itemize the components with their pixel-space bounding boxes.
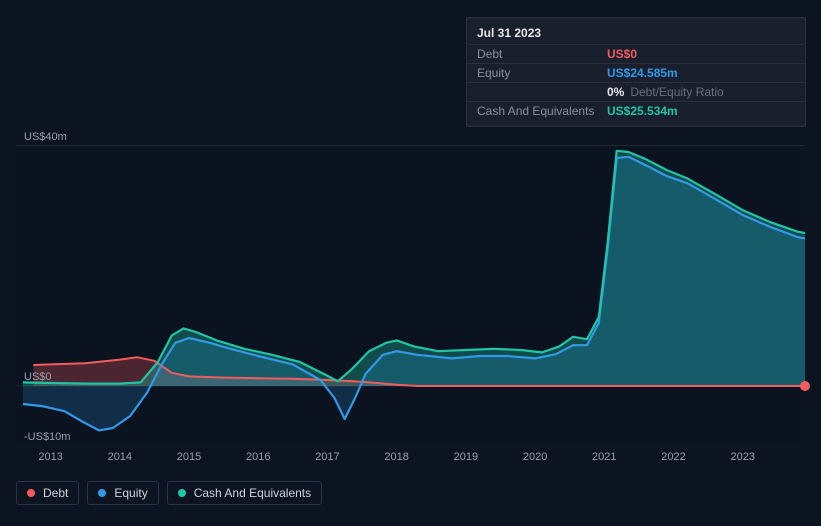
x-axis-label: 2022 <box>661 451 685 463</box>
tooltip-row: EquityUS$24.585m <box>467 63 805 82</box>
tooltip-row-sub: Debt/Equity Ratio <box>630 85 723 99</box>
legend-dot-icon <box>178 489 186 497</box>
legend-label: Debt <box>43 486 68 500</box>
tooltip-row-value: US$0 <box>607 47 637 61</box>
legend-dot-icon <box>27 489 35 497</box>
y-axis-label: US$0 <box>24 371 52 383</box>
series-area-equity <box>23 157 805 431</box>
x-axis-label: 2018 <box>384 451 408 463</box>
x-axis-label: 2015 <box>177 451 201 463</box>
x-axis-label: 2016 <box>246 451 270 463</box>
tooltip-row-label: Cash And Equivalents <box>477 104 607 118</box>
tooltip-row-label: Equity <box>477 66 607 80</box>
x-axis-label: 2013 <box>38 451 62 463</box>
legend-item-debt[interactable]: Debt <box>16 481 79 505</box>
tooltip-row: Cash And EquivalentsUS$25.534m <box>467 101 805 120</box>
x-axis-label: 2017 <box>315 451 339 463</box>
tooltip-date: Jul 31 2023 <box>467 24 805 44</box>
y-axis-label: -US$10m <box>24 431 70 443</box>
legend-label: Cash And Equivalents <box>194 486 311 500</box>
financials-chart: US$40m US$0 -US$10m 2013 2014 2015 2016 2017 20… <box>16 125 805 515</box>
x-axis-label: 2014 <box>108 451 132 463</box>
plot-area[interactable] <box>16 145 805 445</box>
tooltip-row-value: US$25.534m <box>607 104 678 118</box>
x-axis-label: 2019 <box>454 451 478 463</box>
tooltip-row: DebtUS$0 <box>467 44 805 63</box>
series-end-marker <box>800 381 810 391</box>
x-axis-label: 2020 <box>523 451 547 463</box>
legend-dot-icon <box>98 489 106 497</box>
legend-label: Equity <box>114 486 147 500</box>
y-axis-label: US$40m <box>24 131 67 143</box>
legend-item-cash-and-equivalents[interactable]: Cash And Equivalents <box>167 481 322 505</box>
x-axis-label: 2023 <box>730 451 754 463</box>
chart-legend: Debt Equity Cash And Equivalents <box>16 481 322 505</box>
tooltip-row-label: Debt <box>477 47 607 61</box>
tooltip-row-value: US$24.585m <box>607 66 678 80</box>
legend-item-equity[interactable]: Equity <box>87 481 158 505</box>
x-axis-label: 2021 <box>592 451 616 463</box>
tooltip-row: 0%Debt/Equity Ratio <box>467 82 805 101</box>
chart-tooltip: Jul 31 2023 DebtUS$0EquityUS$24.585m0%De… <box>466 17 806 127</box>
tooltip-row-label <box>477 85 607 99</box>
tooltip-row-value: 0%Debt/Equity Ratio <box>607 85 724 99</box>
tooltip-rows: DebtUS$0EquityUS$24.585m0%Debt/Equity Ra… <box>467 44 805 120</box>
chart-svg <box>16 146 805 446</box>
